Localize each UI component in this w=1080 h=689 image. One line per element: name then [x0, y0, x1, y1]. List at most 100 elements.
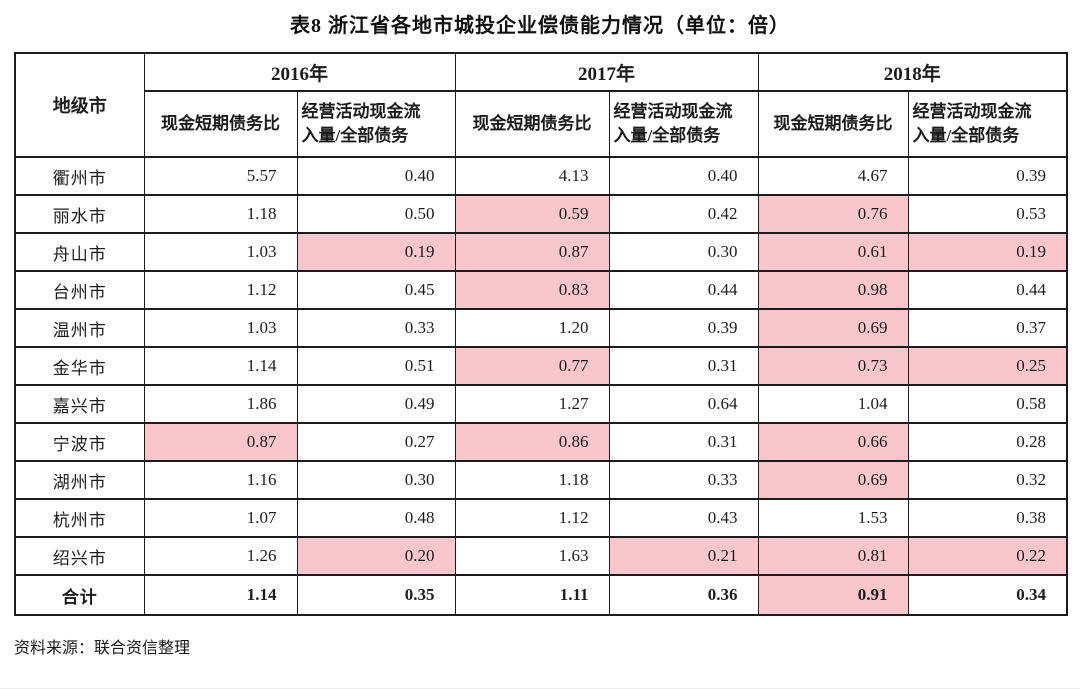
debt-capacity-table: 地级市 2016年 2017年 2018年 现金短期债务比 经营活动现金流 入量…: [14, 52, 1069, 616]
table-body: 衢州市 5.57 0.40 4.13 0.40 4.67 0.39 丽水市 1.18 0.50 0.…: [14, 156, 1068, 616]
value-cell: 1.63: [454, 536, 610, 576]
value-cell: 0.64: [608, 384, 759, 424]
value-cell: 0.51: [296, 346, 456, 386]
value-cell: 4.67: [757, 156, 909, 196]
city-cell: 绍兴市: [14, 536, 145, 576]
value-cell: 0.33: [608, 460, 759, 500]
value-cell: 0.87: [454, 232, 610, 272]
table-title: 表8 浙江省各地市城投企业偿债能力情况（单位：倍）: [290, 15, 790, 37]
value-cell: 0.76: [757, 194, 909, 234]
value-cell: 0.42: [608, 194, 759, 234]
header-year-2016: 2016年: [143, 52, 456, 92]
value-cell: 0.77: [454, 346, 610, 386]
value-cell: 0.20: [296, 536, 456, 576]
value-cell: 0.28: [907, 422, 1068, 462]
value-cell: 0.53: [907, 194, 1068, 234]
city-cell: 湖州市: [14, 460, 145, 500]
value-cell: 1.20: [454, 308, 610, 348]
value-cell: 0.27: [296, 422, 456, 462]
table-row: 丽水市 1.18 0.50 0.59 0.42 0.76 0.53: [14, 194, 1068, 234]
value-cell: 0.66: [757, 422, 909, 462]
value-cell: 0.34: [907, 574, 1068, 616]
value-cell: 1.12: [454, 498, 610, 538]
value-cell: 1.07: [143, 498, 298, 538]
city-cell: 金华市: [14, 346, 145, 386]
value-cell: 1.14: [143, 346, 298, 386]
value-cell: 1.04: [757, 384, 909, 424]
value-cell: 0.69: [757, 460, 909, 500]
value-cell: 1.12: [143, 270, 298, 310]
value-cell: 0.37: [907, 308, 1068, 348]
value-cell: 0.98: [757, 270, 909, 310]
value-cell: 0.32: [907, 460, 1068, 500]
value-cell: 0.36: [608, 574, 759, 616]
value-cell: 0.91: [757, 574, 909, 616]
table-row: 绍兴市 1.26 0.20 1.63 0.21 0.81 0.22: [14, 536, 1068, 576]
value-cell: 0.21: [608, 536, 759, 576]
value-cell: 0.50: [296, 194, 456, 234]
city-cell: 舟山市: [14, 232, 145, 272]
city-cell: 衢州市: [14, 156, 145, 196]
value-cell: 0.31: [608, 422, 759, 462]
table-row: 嘉兴市 1.86 0.49 1.27 0.64 1.04 0.58: [14, 384, 1068, 424]
table-row: 金华市 1.14 0.51 0.77 0.31 0.73 0.25: [14, 346, 1068, 386]
table-row: 杭州市 1.07 0.48 1.12 0.43 1.53 0.38: [14, 498, 1068, 538]
value-cell: 0.19: [296, 232, 456, 272]
value-cell: 1.53: [757, 498, 909, 538]
city-cell: 丽水市: [14, 194, 145, 234]
value-cell: 0.33: [296, 308, 456, 348]
city-cell: 杭州市: [14, 498, 145, 538]
value-cell: 0.44: [907, 270, 1068, 310]
value-cell: 0.59: [454, 194, 610, 234]
table-row: 舟山市 1.03 0.19 0.87 0.30 0.61 0.19: [14, 232, 1068, 272]
value-cell: 0.31: [608, 346, 759, 386]
value-cell: 1.18: [454, 460, 610, 500]
value-cell: 0.45: [296, 270, 456, 310]
value-cell: 1.18: [143, 194, 298, 234]
value-cell: 1.86: [143, 384, 298, 424]
table-row: 湖州市 1.16 0.30 1.18 0.33 0.69 0.32: [14, 460, 1068, 500]
value-cell: 0.19: [907, 232, 1068, 272]
city-cell: 台州市: [14, 270, 145, 310]
value-cell: 0.35: [296, 574, 456, 616]
source-note: 资料来源：联合资信整理: [14, 640, 191, 657]
value-cell: 0.22: [907, 536, 1068, 576]
value-cell: 0.40: [608, 156, 759, 196]
table-row: 宁波市 0.87 0.27 0.86 0.31 0.66 0.28: [14, 422, 1068, 462]
header-city-column: 地级市: [14, 52, 145, 158]
value-cell: 0.58: [907, 384, 1068, 424]
header-cash-ratio-2018: 现金短期债务比: [757, 90, 909, 158]
value-cell: 1.16: [143, 460, 298, 500]
header-op-cashflow-2016: 经营活动现金流 入量/全部债务: [296, 90, 456, 158]
header-year-2018: 2018年: [757, 52, 1068, 92]
value-cell: 0.25: [907, 346, 1068, 386]
value-cell: 0.48: [296, 498, 456, 538]
value-cell: 0.39: [608, 308, 759, 348]
value-cell: 0.40: [296, 156, 456, 196]
header-cash-ratio-2016: 现金短期债务比: [143, 90, 298, 158]
city-cell: 宁波市: [14, 422, 145, 462]
value-cell: 0.38: [907, 498, 1068, 538]
total-row: 合计 1.14 0.35 1.11 0.36 0.91 0.34: [14, 574, 1068, 616]
city-cell: 温州市: [14, 308, 145, 348]
value-cell: 5.57: [143, 156, 298, 196]
table-row: 衢州市 5.57 0.40 4.13 0.40 4.67 0.39: [14, 156, 1068, 196]
value-cell: 0.81: [757, 536, 909, 576]
value-cell: 0.86: [454, 422, 610, 462]
value-cell: 4.13: [454, 156, 610, 196]
header-year-2017: 2017年: [454, 52, 759, 92]
value-cell: 0.73: [757, 346, 909, 386]
value-cell: 0.61: [757, 232, 909, 272]
table-row: 台州市 1.12 0.45 0.83 0.44 0.98 0.44: [14, 270, 1068, 310]
header-years-row: 地级市 2016年 2017年 2018年: [14, 52, 1068, 158]
value-cell: 0.39: [907, 156, 1068, 196]
value-cell: 1.26: [143, 536, 298, 576]
value-cell: 0.49: [296, 384, 456, 424]
header-cash-ratio-2017: 现金短期债务比: [454, 90, 610, 158]
header-op-cashflow-2018: 经营活动现金流 入量/全部债务: [907, 90, 1068, 158]
city-cell: 合计: [14, 574, 145, 616]
city-cell: 嘉兴市: [14, 384, 145, 424]
value-cell: 1.11: [454, 574, 610, 616]
value-cell: 0.69: [757, 308, 909, 348]
